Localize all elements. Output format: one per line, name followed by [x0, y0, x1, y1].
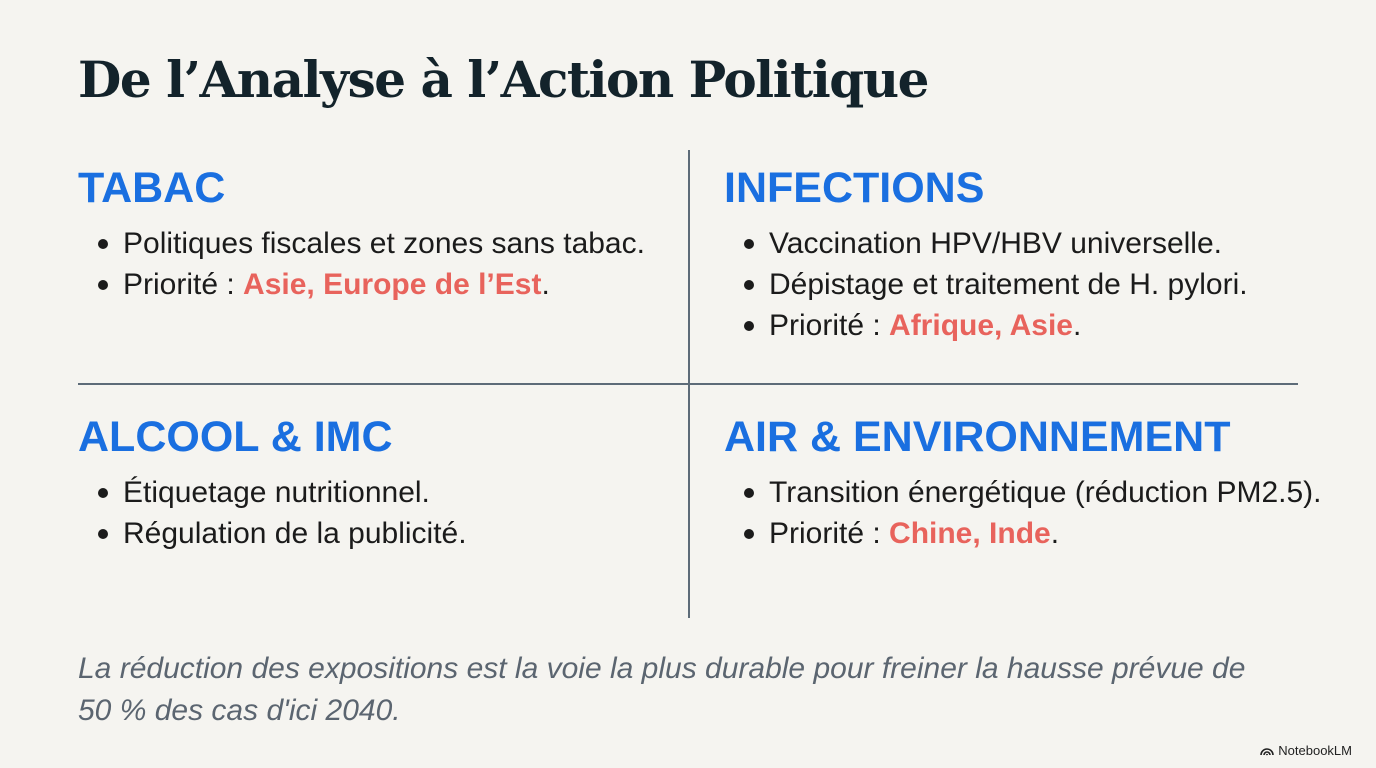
bullet-text: Dépistage et traitement de H. pylori.	[769, 268, 1248, 301]
priority-regions: Chine, Inde	[889, 517, 1051, 550]
priority-regions: Asie, Europe de l’Est	[243, 268, 542, 301]
bullet-list: Transition énergétique (réduction PM2.5)…	[724, 472, 1324, 554]
list-item: Priorité : Chine, Inde.	[744, 513, 1324, 554]
list-item: Priorité : Asie, Europe de l’Est.	[98, 264, 678, 305]
quadrant-heading: TABAC	[78, 164, 226, 212]
bullet-suffix: .	[1072, 309, 1082, 342]
list-item: Vaccination HPV/HBV universelle.	[744, 223, 1324, 264]
list-item: Politiques fiscales et zones sans tabac.	[98, 223, 678, 264]
priority-regions: Afrique, Asie	[889, 309, 1073, 342]
slide-title: De l’Analyse à l’Action Politique	[78, 50, 929, 109]
bullet-text: Étiquetage nutritionnel.	[123, 476, 430, 509]
list-item: Étiquetage nutritionnel.	[98, 472, 678, 513]
list-item: Régulation de la publicité.	[98, 513, 678, 554]
bullet-text: Politiques fiscales et zones sans tabac.	[123, 227, 645, 260]
quadrant-air-environnement: AIR & ENVIRONNEMENT Transition énergétiqu…	[724, 412, 1324, 554]
quadrant-tabac: TABAC Politiques fiscales et zones sans t…	[78, 163, 678, 305]
brand-logo: NotebookLM	[1260, 743, 1352, 758]
quadrant-heading: AIR & ENVIRONNEMENT	[724, 413, 1231, 461]
list-item: Priorité : Afrique, Asie.	[744, 305, 1324, 346]
bullet-list: Vaccination HPV/HBV universelle. Dépistag…	[724, 223, 1324, 346]
bullet-text: Priorité :	[123, 268, 244, 301]
bullet-suffix: .	[541, 268, 550, 301]
bullet-suffix: .	[1050, 517, 1060, 550]
bullet-list: Étiquetage nutritionnel. Régulation de la…	[78, 472, 678, 554]
bullet-list: Politiques fiscales et zones sans tabac.…	[78, 223, 678, 305]
bullet-text: Vaccination HPV/HBV universelle.	[769, 227, 1222, 260]
quadrant-heading: ALCOOL & IMC	[78, 413, 393, 461]
bullet-text: Transition énergétique (réduction PM2.5)…	[769, 476, 1322, 509]
brand-name: NotebookLM	[1278, 743, 1352, 758]
bullet-text: Régulation de la publicité.	[123, 517, 467, 550]
quadrant-heading: INFECTIONS	[724, 164, 985, 212]
notebooklm-logo-icon	[1260, 748, 1275, 756]
list-item: Transition énergétique (réduction PM2.5)…	[744, 472, 1324, 513]
bullet-text: Priorité :	[769, 309, 890, 342]
quadrant-alcool-imc: ALCOOL & IMC Étiquetage nutritionnel. Régu…	[78, 412, 678, 554]
footer-note: La réduction des expositions est la voie…	[78, 652, 1246, 727]
horizontal-divider	[78, 383, 1298, 385]
bullet-text: Priorité :	[769, 517, 890, 550]
list-item: Dépistage et traitement de H. pylori.	[744, 264, 1324, 305]
quadrant-infections: INFECTIONS Vaccination HPV/HBV universell…	[724, 163, 1324, 346]
